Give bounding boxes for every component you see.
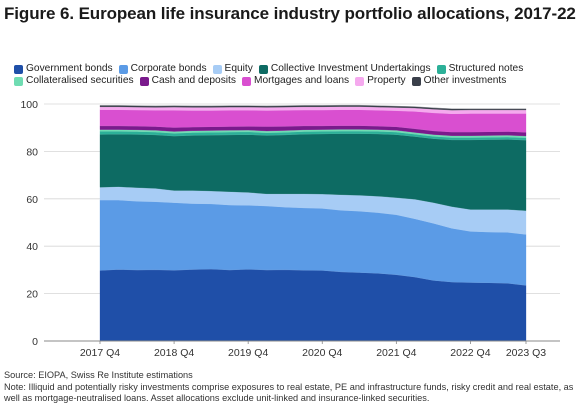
- legend-swatch: [139, 76, 149, 86]
- legend-label: Structured notes: [448, 63, 524, 74]
- legend-swatch: [14, 76, 23, 86]
- x-tick-label: 2021 Q4: [376, 347, 416, 359]
- y-tick-label: 80: [26, 146, 38, 158]
- legend-swatch: [436, 64, 446, 74]
- legend-label: Corporate bonds: [130, 63, 207, 74]
- legend-label: Mortgages and loans: [253, 75, 350, 86]
- legend-swatch: [355, 76, 365, 86]
- legend-label: Other investments: [423, 75, 507, 86]
- legend-label: Cash and deposits: [151, 75, 236, 86]
- legend-item-property: Property: [355, 75, 406, 87]
- legend-swatch: [118, 64, 128, 74]
- figure-title: Figure 6. European life insurance indust…: [4, 4, 576, 23]
- legend-swatch: [241, 76, 251, 86]
- legend-item-cash-and-deposits: Cash and deposits: [139, 75, 236, 87]
- legend-item-collective-investment-undertakings: Collective Investment Undertakings: [258, 63, 431, 75]
- area-other-investments: [99, 105, 527, 111]
- y-tick-label: 40: [26, 241, 38, 253]
- legend-item-structured-notes: Structured notes: [436, 63, 524, 75]
- legend-label: Collective Investment Undertakings: [270, 63, 431, 74]
- note-text: Note: Illiquid and potentially risky inv…: [4, 381, 574, 404]
- stacked-area-chart: 0 20 40 60 80 100 2017 Q4 2018 Q4 2019 Q4 2020 Q4…: [20, 99, 560, 359]
- legend-label: Government bonds: [26, 63, 113, 74]
- x-tick-label: 2020 Q4: [302, 347, 342, 359]
- legend-item-government-bonds: Government bonds: [14, 63, 113, 75]
- y-tick-label: 60: [26, 194, 38, 206]
- legend-swatch: [411, 76, 421, 86]
- x-tick-label: 2023 Q3: [506, 347, 546, 359]
- legend-item-other-investments: Other investments: [411, 75, 507, 87]
- y-tick-label: 0: [32, 336, 38, 348]
- x-tick-label: 2018 Q4: [154, 347, 194, 359]
- legend-label: Property: [367, 75, 406, 86]
- y-tick-label: 100: [20, 99, 38, 111]
- x-tick-label: 2022 Q4: [450, 347, 490, 359]
- legend-item-collateralised-securities: Collateralised securities: [14, 75, 134, 87]
- legend-swatch: [258, 64, 268, 74]
- legend-row: Collateralised securities Cash and deposi…: [14, 75, 580, 87]
- legend-item-mortgages-and-loans: Mortgages and loans: [241, 75, 350, 87]
- legend-item-corporate-bonds: Corporate bonds: [118, 63, 207, 75]
- legend-label: Collateralised securities: [26, 75, 134, 86]
- legend-label: Equity: [224, 63, 253, 74]
- legend-row: Government bonds Corporate bonds Equity Col…: [14, 63, 580, 75]
- x-tick-label: 2019 Q4: [228, 347, 268, 359]
- figure-notes: Source: EIOPA, Swiss Re Institute estima…: [4, 370, 582, 405]
- legend-swatch: [14, 64, 23, 74]
- source-text: Source: EIOPA, Swiss Re Institute estima…: [4, 370, 193, 380]
- y-tick-label: 20: [26, 289, 38, 301]
- area-edge-other-investments: [100, 104, 526, 110]
- legend-item-equity: Equity: [212, 63, 253, 75]
- legend-swatch: [212, 64, 222, 74]
- x-tick-label: 2017 Q4: [80, 347, 120, 359]
- chart-legend: Government bonds Corporate bonds Equity Col…: [14, 63, 580, 87]
